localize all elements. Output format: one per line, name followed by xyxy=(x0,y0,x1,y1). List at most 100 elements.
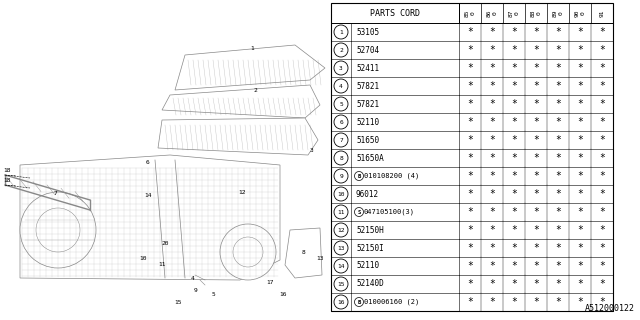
Text: *: * xyxy=(533,243,539,253)
Text: 5: 5 xyxy=(339,101,343,107)
Text: *: * xyxy=(489,117,495,127)
Circle shape xyxy=(334,61,348,75)
Text: *: * xyxy=(577,171,583,181)
Text: 1: 1 xyxy=(339,29,343,35)
Text: *: * xyxy=(599,225,605,235)
Bar xyxy=(331,3,613,311)
Text: 52704: 52704 xyxy=(356,45,379,54)
Text: *: * xyxy=(599,45,605,55)
Text: *: * xyxy=(577,153,583,163)
Text: *: * xyxy=(555,117,561,127)
Text: *: * xyxy=(577,27,583,37)
Text: 4: 4 xyxy=(191,276,195,281)
Text: *: * xyxy=(577,99,583,109)
Text: *: * xyxy=(599,117,605,127)
Text: 12: 12 xyxy=(337,228,345,233)
Text: *: * xyxy=(533,81,539,91)
Text: *: * xyxy=(489,153,495,163)
Text: *: * xyxy=(511,297,517,307)
Text: *: * xyxy=(489,63,495,73)
Text: 51650A: 51650A xyxy=(356,154,384,163)
Text: 90
0: 90 0 xyxy=(575,9,586,17)
Text: 16: 16 xyxy=(337,300,345,305)
Text: 20: 20 xyxy=(161,241,169,245)
Text: *: * xyxy=(533,153,539,163)
Text: 11: 11 xyxy=(337,210,345,214)
Circle shape xyxy=(334,43,348,57)
Text: 13: 13 xyxy=(337,245,345,251)
Circle shape xyxy=(334,115,348,129)
Text: *: * xyxy=(555,207,561,217)
Text: A512000122: A512000122 xyxy=(585,304,635,313)
Text: *: * xyxy=(511,81,517,91)
Text: *: * xyxy=(511,27,517,37)
Circle shape xyxy=(355,298,364,307)
Polygon shape xyxy=(175,45,325,90)
Text: *: * xyxy=(467,189,473,199)
Text: *: * xyxy=(577,189,583,199)
Text: *: * xyxy=(511,207,517,217)
Text: *: * xyxy=(599,99,605,109)
Text: *: * xyxy=(555,135,561,145)
Text: *: * xyxy=(555,171,561,181)
Text: *: * xyxy=(489,171,495,181)
Text: S: S xyxy=(357,210,360,214)
Text: *: * xyxy=(599,171,605,181)
Text: *: * xyxy=(467,207,473,217)
Text: 5: 5 xyxy=(211,292,215,297)
Text: *: * xyxy=(577,225,583,235)
Text: 3: 3 xyxy=(310,148,314,153)
Text: *: * xyxy=(577,297,583,307)
Text: *: * xyxy=(489,99,495,109)
Text: 12: 12 xyxy=(238,189,246,195)
Text: 57821: 57821 xyxy=(356,100,379,108)
Text: 15: 15 xyxy=(337,282,345,286)
Text: *: * xyxy=(467,225,473,235)
Text: *: * xyxy=(599,207,605,217)
Text: *: * xyxy=(489,261,495,271)
Text: 010108200 (4): 010108200 (4) xyxy=(364,173,419,179)
Text: *: * xyxy=(489,135,495,145)
Text: *: * xyxy=(555,99,561,109)
Text: *: * xyxy=(467,153,473,163)
Polygon shape xyxy=(285,228,322,278)
Text: *: * xyxy=(555,63,561,73)
Text: *: * xyxy=(467,243,473,253)
Text: *: * xyxy=(555,81,561,91)
Text: 6: 6 xyxy=(339,119,343,124)
Text: *: * xyxy=(489,297,495,307)
Text: 3: 3 xyxy=(339,66,343,70)
Text: *: * xyxy=(467,27,473,37)
Text: *: * xyxy=(555,261,561,271)
Text: *: * xyxy=(555,225,561,235)
Text: *: * xyxy=(599,63,605,73)
Text: 9: 9 xyxy=(194,287,198,292)
Text: *: * xyxy=(555,279,561,289)
Text: 52150I: 52150I xyxy=(356,244,384,252)
Text: *: * xyxy=(511,225,517,235)
Circle shape xyxy=(334,277,348,291)
Text: 89
0: 89 0 xyxy=(552,9,563,17)
Text: *: * xyxy=(511,189,517,199)
Text: *: * xyxy=(577,135,583,145)
Text: 87
0: 87 0 xyxy=(509,9,520,17)
Text: 85
0: 85 0 xyxy=(465,9,476,17)
Text: *: * xyxy=(533,63,539,73)
Text: *: * xyxy=(599,27,605,37)
Text: *: * xyxy=(555,27,561,37)
Text: 1: 1 xyxy=(250,45,254,51)
Text: *: * xyxy=(489,27,495,37)
Text: *: * xyxy=(467,45,473,55)
Text: 52110: 52110 xyxy=(356,117,379,126)
Text: 047105100(3): 047105100(3) xyxy=(364,209,415,215)
Text: *: * xyxy=(511,243,517,253)
Text: 4: 4 xyxy=(339,84,343,89)
Text: *: * xyxy=(533,225,539,235)
Text: *: * xyxy=(467,99,473,109)
Text: 17: 17 xyxy=(266,281,274,285)
Polygon shape xyxy=(158,118,318,155)
Text: *: * xyxy=(511,153,517,163)
Circle shape xyxy=(20,192,96,268)
Text: *: * xyxy=(511,63,517,73)
Text: 9: 9 xyxy=(339,173,343,179)
